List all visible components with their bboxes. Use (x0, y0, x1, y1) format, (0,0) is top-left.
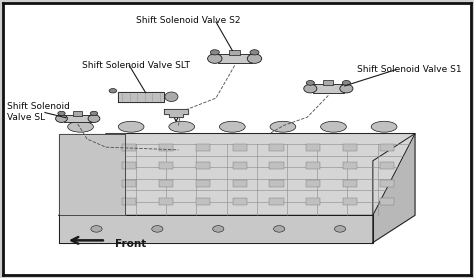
Circle shape (273, 226, 285, 232)
Bar (343, 180, 357, 187)
Bar (218, 54, 252, 63)
Circle shape (91, 226, 102, 232)
Bar (196, 144, 210, 151)
Ellipse shape (371, 121, 397, 132)
Ellipse shape (340, 84, 353, 93)
Ellipse shape (169, 121, 195, 132)
Ellipse shape (247, 54, 262, 63)
Bar (196, 162, 210, 169)
Text: Front: Front (115, 239, 146, 249)
Ellipse shape (270, 121, 296, 132)
Ellipse shape (208, 54, 222, 63)
Bar (343, 144, 357, 151)
Bar (380, 180, 394, 187)
Bar (233, 162, 246, 169)
Bar (269, 180, 283, 187)
Bar (64, 115, 91, 122)
Ellipse shape (165, 92, 178, 101)
Circle shape (58, 111, 65, 116)
Bar (122, 162, 137, 169)
Bar (269, 144, 283, 151)
Circle shape (335, 226, 346, 232)
Text: Shift Solenoid
Valve SL: Shift Solenoid Valve SL (8, 102, 70, 122)
Circle shape (90, 111, 98, 116)
Ellipse shape (88, 115, 100, 122)
Polygon shape (164, 109, 188, 117)
Bar (196, 198, 210, 205)
Bar (159, 180, 173, 187)
Polygon shape (59, 215, 373, 242)
Bar (233, 198, 246, 205)
Bar (306, 198, 320, 205)
Circle shape (213, 226, 224, 232)
Ellipse shape (320, 121, 346, 132)
Bar (306, 144, 320, 151)
Text: Shift Solenoid Valve SLT: Shift Solenoid Valve SLT (82, 61, 191, 70)
Bar (233, 180, 246, 187)
Bar (380, 162, 394, 169)
Bar (313, 84, 344, 93)
Ellipse shape (55, 115, 67, 122)
Circle shape (210, 50, 219, 55)
Circle shape (342, 81, 350, 85)
Ellipse shape (219, 121, 245, 132)
Text: Shift Solenoid Valve S1: Shift Solenoid Valve S1 (357, 65, 462, 74)
Polygon shape (59, 133, 125, 215)
Bar (159, 144, 173, 151)
Ellipse shape (118, 121, 144, 132)
Bar (196, 180, 210, 187)
Bar (122, 198, 137, 205)
Bar (306, 180, 320, 187)
Bar (229, 50, 240, 55)
Circle shape (109, 89, 117, 93)
Circle shape (152, 226, 163, 232)
Bar (159, 198, 173, 205)
Circle shape (306, 81, 314, 85)
Bar (122, 144, 137, 151)
Bar (73, 111, 82, 116)
Bar (380, 198, 394, 205)
Bar (269, 162, 283, 169)
Text: Shift Solenoid Valve S2: Shift Solenoid Valve S2 (136, 16, 240, 25)
Bar (343, 198, 357, 205)
Bar (233, 144, 246, 151)
Bar (269, 198, 283, 205)
Ellipse shape (68, 121, 93, 132)
Bar (380, 144, 394, 151)
Circle shape (250, 50, 259, 55)
Bar (159, 162, 173, 169)
Bar (122, 180, 137, 187)
Bar (343, 162, 357, 169)
Bar (306, 162, 320, 169)
Polygon shape (59, 133, 415, 215)
Bar (323, 81, 334, 85)
Polygon shape (373, 133, 415, 242)
Ellipse shape (304, 84, 317, 93)
Polygon shape (118, 92, 164, 102)
